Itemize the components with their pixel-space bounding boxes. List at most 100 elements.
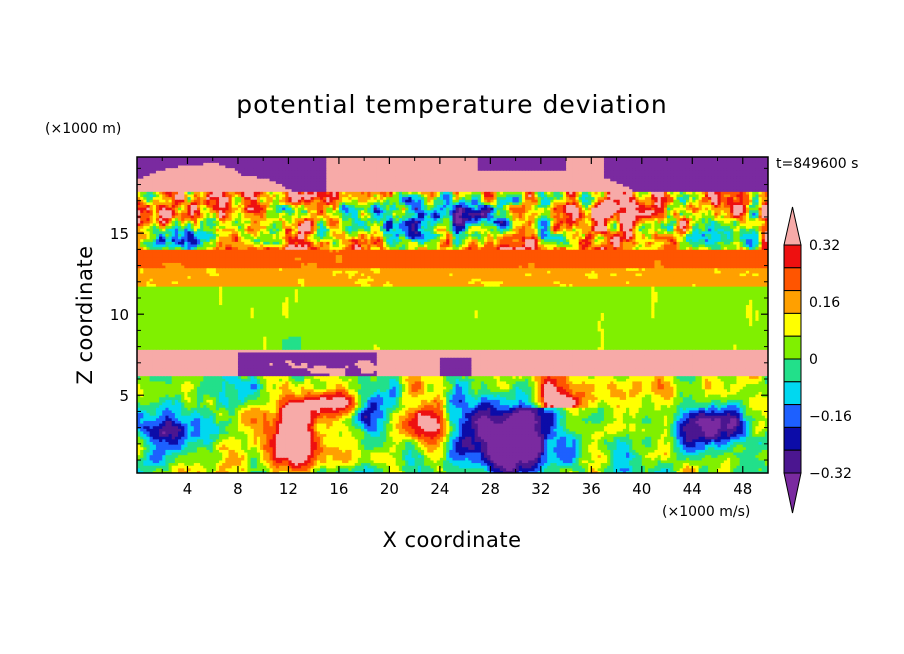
field-cell [537, 470, 542, 473]
field-cell [228, 444, 233, 448]
field-cell [376, 446, 381, 450]
field-cell [758, 459, 763, 464]
field-cell [578, 459, 583, 464]
field-cell [225, 454, 230, 458]
field-cell [433, 462, 438, 466]
field-cell [679, 451, 684, 456]
field-cell [159, 446, 163, 450]
field-cell [319, 444, 324, 448]
field-cell [146, 462, 151, 466]
field-cell [689, 454, 693, 458]
field-cell [635, 444, 640, 448]
field-cell [654, 462, 659, 466]
field-cell [250, 451, 255, 456]
field-cell [695, 446, 700, 450]
field-cell [222, 449, 226, 453]
field-cell [547, 457, 551, 461]
field-cell [613, 467, 618, 471]
field-cell [272, 444, 277, 448]
field-cell [597, 462, 602, 466]
field-cell [755, 451, 760, 456]
field-cell [275, 444, 280, 448]
field-cell [613, 462, 618, 466]
field-cell [739, 454, 744, 458]
field-cell [389, 451, 394, 456]
field-cell [345, 465, 349, 469]
field-cell [430, 470, 435, 473]
field-cell [521, 462, 526, 466]
field-cell [471, 467, 476, 471]
field-cell [430, 465, 435, 469]
field-cell [484, 470, 488, 473]
field-cell [361, 470, 365, 473]
field-cell [736, 451, 741, 456]
field-cell [405, 470, 409, 473]
field-cell [449, 451, 454, 456]
field-cell [206, 454, 211, 458]
field-cell [143, 451, 148, 456]
field-cell [181, 465, 185, 469]
field-cell [424, 457, 428, 461]
field-cell [638, 449, 643, 453]
field-cell [490, 470, 495, 473]
field-cell [720, 465, 725, 469]
field-cell [222, 446, 226, 450]
field-cell [531, 465, 536, 469]
field-cell [181, 454, 185, 458]
field-cell [383, 451, 387, 456]
field-cell [370, 457, 375, 461]
field-cell [749, 465, 753, 469]
field-cell [215, 454, 220, 458]
field-cell [458, 470, 463, 473]
field-cell [569, 465, 573, 469]
field-cell [458, 462, 463, 466]
field-cell [395, 465, 400, 469]
field-cell [635, 454, 640, 458]
field-cell [439, 454, 444, 458]
field-cell [332, 454, 337, 458]
field-cell [692, 449, 697, 453]
field-cell [484, 454, 488, 458]
field-cell [427, 459, 432, 464]
field-cell [518, 462, 523, 466]
field-cell [619, 446, 624, 450]
field-cell [178, 444, 182, 448]
field-cell [588, 467, 592, 471]
field-cell [502, 449, 507, 453]
field-cell [452, 470, 457, 473]
field-cell [247, 470, 252, 473]
field-cell [676, 449, 681, 453]
field-cell [225, 451, 230, 456]
field-cell [461, 467, 466, 471]
field-cell [367, 457, 372, 461]
field-cell [499, 470, 504, 473]
field-cell [632, 457, 637, 461]
field-cell [228, 467, 233, 471]
field-cell [528, 457, 532, 461]
field-cell [714, 462, 719, 466]
field-cell [370, 467, 375, 471]
field-cell [288, 459, 293, 464]
field-cell [181, 444, 185, 448]
field-cell [569, 451, 573, 456]
field-cell [338, 465, 343, 469]
field-cell [679, 444, 684, 448]
field-cell [269, 449, 274, 453]
field-cell [370, 465, 375, 469]
field-cell [663, 454, 668, 458]
field-cell [711, 449, 715, 453]
field-cell [550, 457, 555, 461]
field-cell [209, 462, 214, 466]
field-cell [430, 462, 435, 466]
field-cell [480, 454, 485, 458]
field-cell [733, 454, 738, 458]
field-cell [521, 470, 526, 473]
field-cell [345, 459, 349, 464]
field-cell [313, 446, 318, 450]
field-cell [588, 465, 592, 469]
field-cell [247, 459, 252, 464]
field-cell [758, 470, 763, 473]
field-cell [389, 454, 394, 458]
field-cell [660, 470, 665, 473]
